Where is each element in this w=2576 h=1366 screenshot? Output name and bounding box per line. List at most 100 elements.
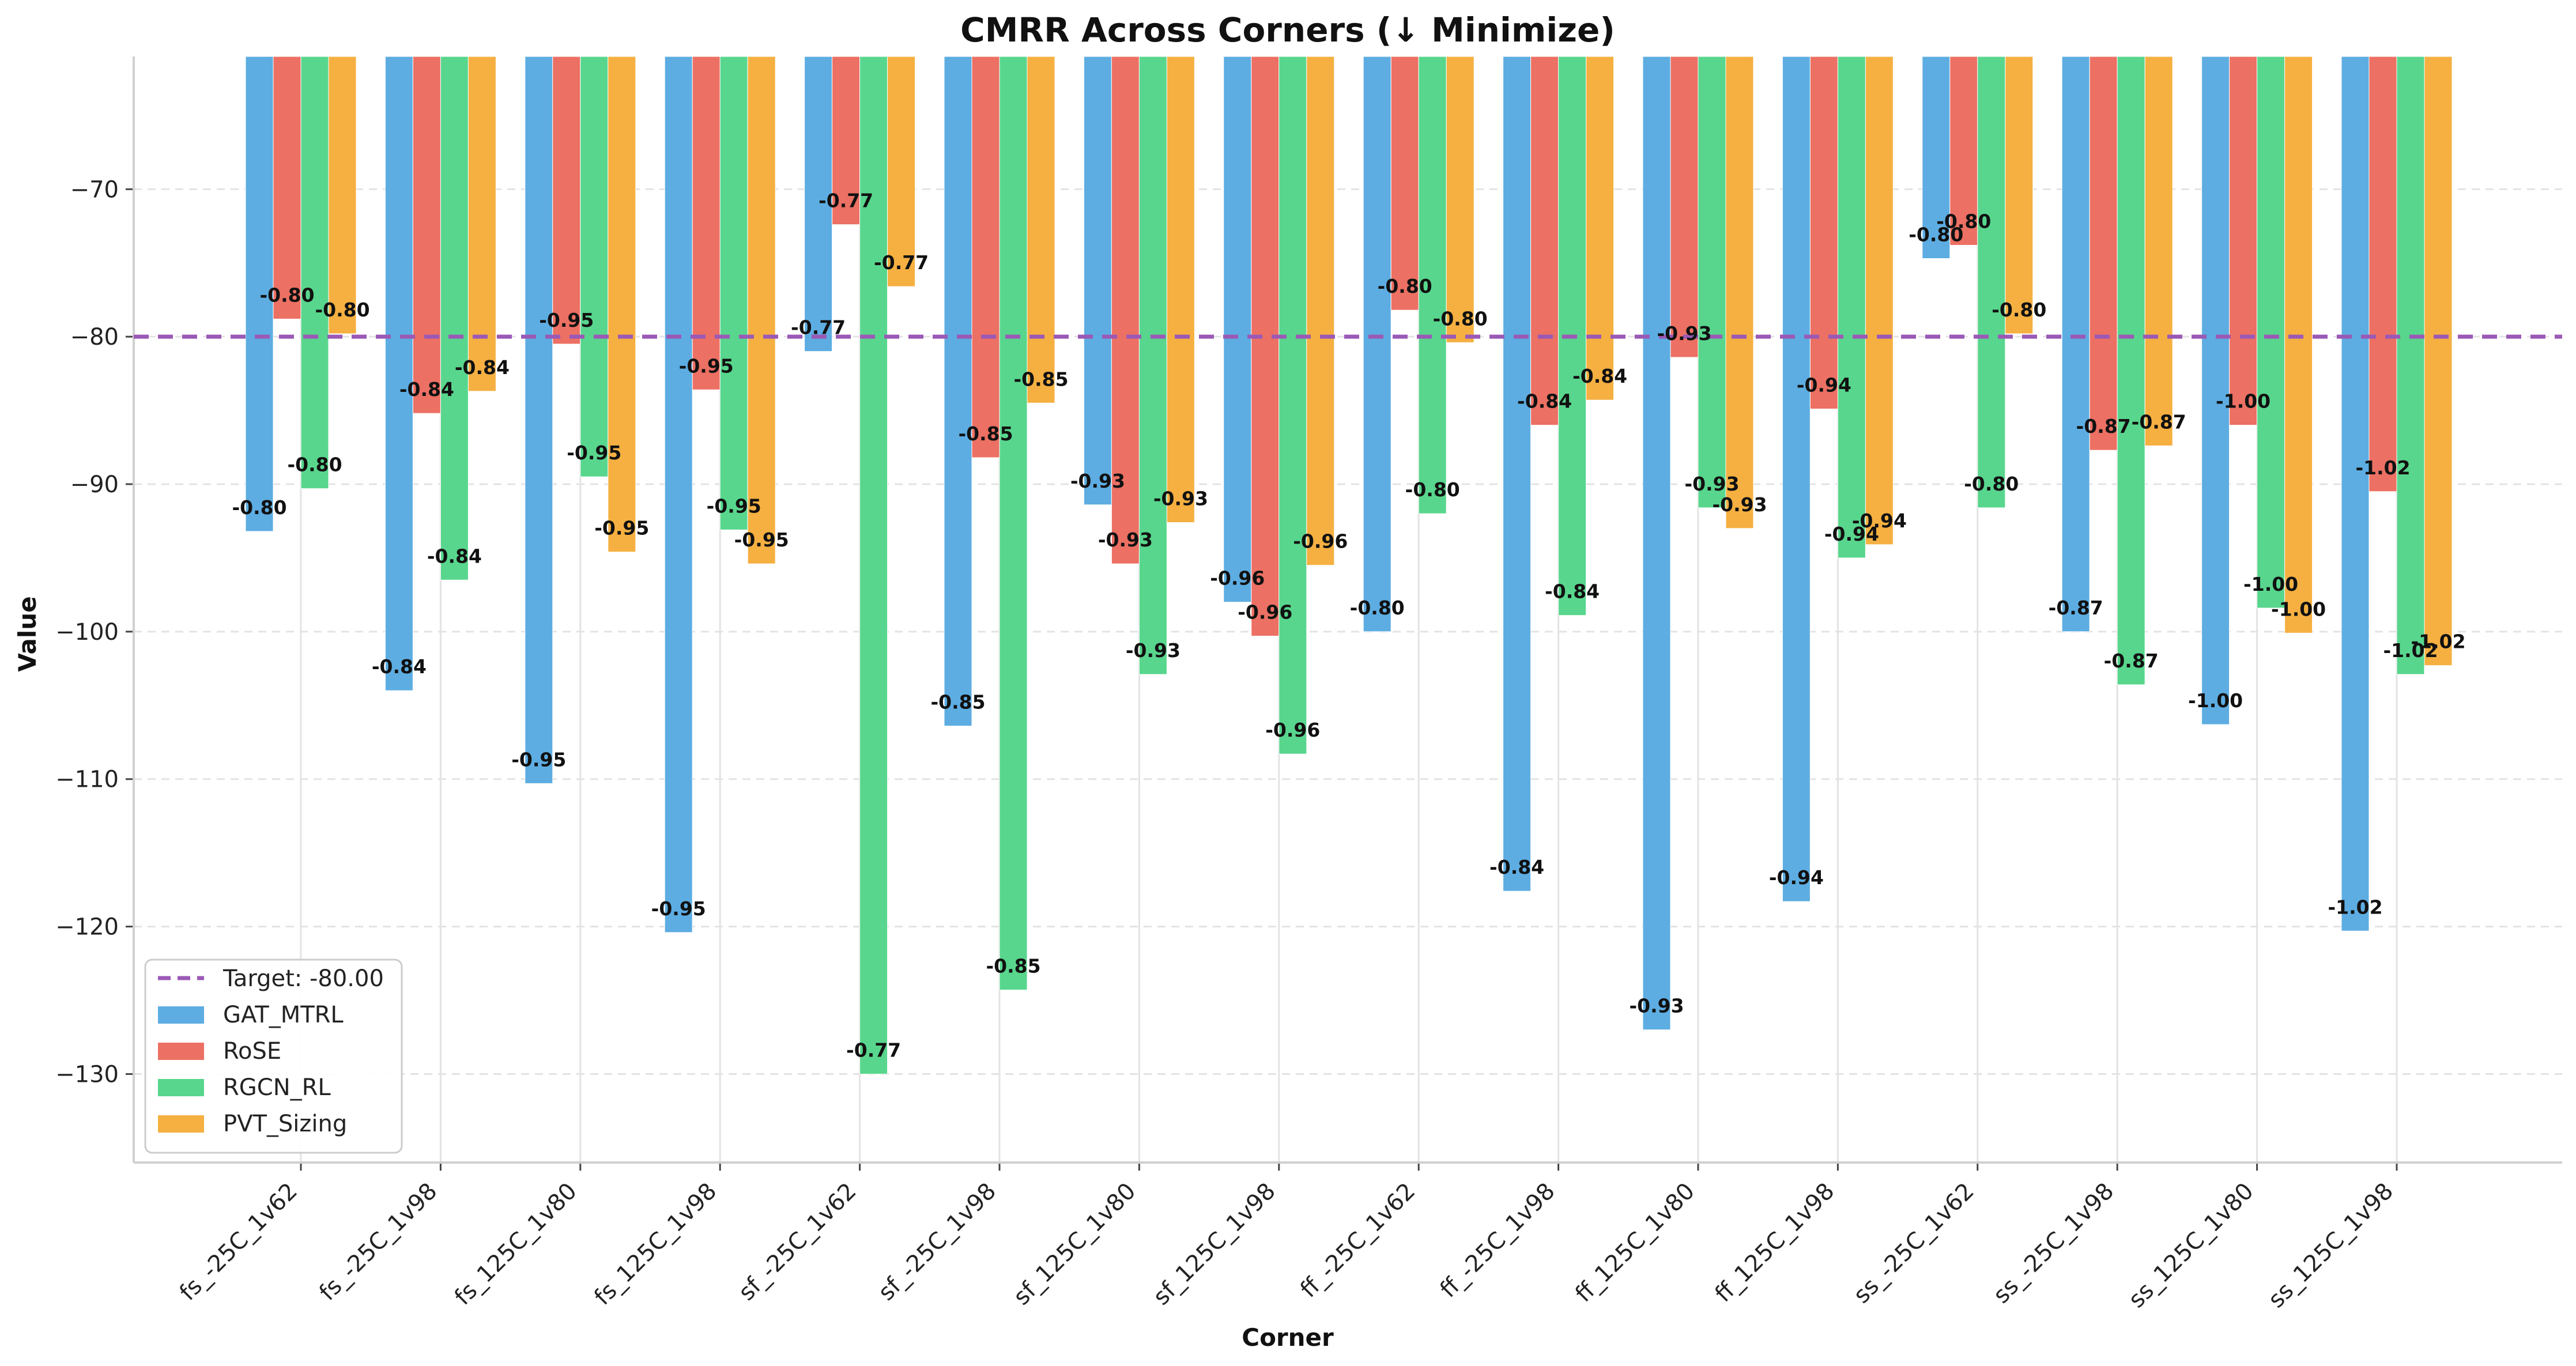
bar-data-label: -0.93 — [1098, 529, 1153, 551]
bar-data-label: -1.02 — [2355, 456, 2410, 479]
bar-data-label: -0.84 — [1517, 390, 1572, 413]
bar — [2257, 56, 2285, 609]
bar — [1782, 56, 1811, 902]
bar-data-label: -0.80 — [1378, 275, 1432, 297]
bar-data-label: -0.96 — [1265, 719, 1320, 741]
bar-data-label: -0.84 — [399, 378, 454, 401]
bar — [1418, 56, 1447, 514]
y-tick-label: −120 — [55, 914, 119, 941]
bar-data-label: -0.85 — [930, 691, 985, 714]
bar-data-label: -0.95 — [734, 529, 789, 551]
legend-box — [144, 959, 403, 1154]
bar-data-label: -0.93 — [1153, 488, 1208, 510]
bar-data-label: -0.80 — [287, 454, 342, 476]
bar — [1111, 56, 1140, 564]
bar — [747, 56, 776, 564]
legend: Target: -80.00 GAT_MTRL RoSE RGCN_RL PVT_Siz… — [144, 959, 403, 1154]
bar — [2089, 56, 2118, 451]
bar-data-label: -0.93 — [1657, 322, 1711, 345]
bar-data-label: -0.95 — [707, 495, 761, 517]
bar-data-label: -1.02 — [2328, 896, 2382, 918]
bar-data-label: -0.80 — [1964, 473, 2019, 495]
bar — [1083, 56, 1112, 505]
bar — [719, 56, 748, 530]
bar — [1837, 56, 1866, 559]
bar — [1503, 56, 1532, 892]
bar-data-label: -0.87 — [2049, 597, 2103, 619]
legend-series-swatch — [158, 1115, 204, 1133]
bar-data-label: -0.80 — [1936, 210, 1991, 233]
bar-data-label: -0.80 — [1405, 478, 1460, 501]
legend-series-swatch — [158, 1079, 204, 1096]
bar — [384, 56, 413, 691]
bar — [664, 56, 693, 933]
bar — [328, 56, 357, 334]
bar-data-label: -0.77 — [846, 1039, 901, 1061]
bar — [1138, 56, 1167, 675]
bar — [412, 56, 441, 414]
bar — [1977, 56, 2006, 508]
bar — [1642, 56, 1671, 1031]
bar-data-label: -0.85 — [1013, 368, 1068, 390]
bar-data-label: -0.80 — [1992, 299, 2046, 321]
bar — [2144, 56, 2173, 446]
y-tick-label: −110 — [55, 767, 119, 793]
bar-data-label: -1.00 — [2216, 390, 2270, 413]
bar-data-label: -0.96 — [1293, 530, 1348, 553]
bar-data-label: -1.00 — [2188, 689, 2243, 712]
bar — [467, 56, 496, 392]
bar-data-label: -0.80 — [259, 284, 314, 306]
bar — [552, 56, 581, 345]
bar-data-label: -1.02 — [2411, 631, 2465, 653]
y-axis-label: Value — [13, 596, 42, 671]
bar-data-label: -0.94 — [1824, 523, 1879, 545]
bar — [608, 56, 636, 553]
bar-layer — [245, 56, 2453, 1074]
bar — [1530, 56, 1559, 426]
bar — [1306, 56, 1335, 566]
bar-data-label: -0.84 — [1545, 580, 1600, 603]
legend-series-label: GAT_MTRL — [223, 1002, 344, 1028]
bar-data-label: -0.80 — [232, 496, 286, 519]
bar-data-label: -0.93 — [1629, 995, 1684, 1017]
bar — [300, 56, 329, 489]
bar — [1166, 56, 1195, 523]
bar — [1278, 56, 1307, 754]
bar — [1251, 56, 1280, 637]
bar-data-label: -0.80 — [315, 299, 369, 321]
bar — [2229, 56, 2258, 426]
bar-data-label: -0.84 — [372, 655, 427, 678]
bar-data-label: -0.84 — [427, 545, 482, 567]
bar-data-label: -0.93 — [1684, 473, 1739, 495]
legend-target-label: Target: -80.00 — [222, 965, 384, 992]
bar — [692, 56, 721, 390]
bar-data-label: -0.93 — [1126, 639, 1180, 662]
bar-data-label: -0.93 — [1070, 470, 1125, 492]
bar — [525, 56, 553, 784]
bar — [2117, 56, 2145, 685]
bar-data-label: -0.85 — [986, 955, 1040, 978]
bar — [832, 56, 861, 225]
bar — [245, 56, 274, 532]
bar-data-label: -0.77 — [819, 190, 873, 212]
y-tick-label: −70 — [70, 176, 119, 203]
bar-data-label: -0.84 — [1572, 365, 1627, 387]
bar-data-label: -0.77 — [791, 316, 846, 339]
bar-data-label: -0.84 — [455, 356, 510, 379]
bar — [2424, 56, 2453, 666]
bar — [1223, 56, 1252, 603]
bar-data-label: -0.95 — [567, 442, 621, 464]
bar-data-label: -0.95 — [511, 748, 566, 771]
bar-data-label: -0.87 — [2132, 410, 2186, 433]
bar — [1446, 56, 1474, 343]
bar — [944, 56, 972, 727]
bar-data-label: -0.94 — [1797, 374, 1851, 397]
bar — [1363, 56, 1391, 632]
bar-data-label: -0.84 — [1489, 856, 1544, 878]
bar — [2005, 56, 2034, 334]
bar-data-label: -0.95 — [594, 517, 649, 539]
bar — [1922, 56, 1951, 259]
bar — [1949, 56, 1978, 246]
